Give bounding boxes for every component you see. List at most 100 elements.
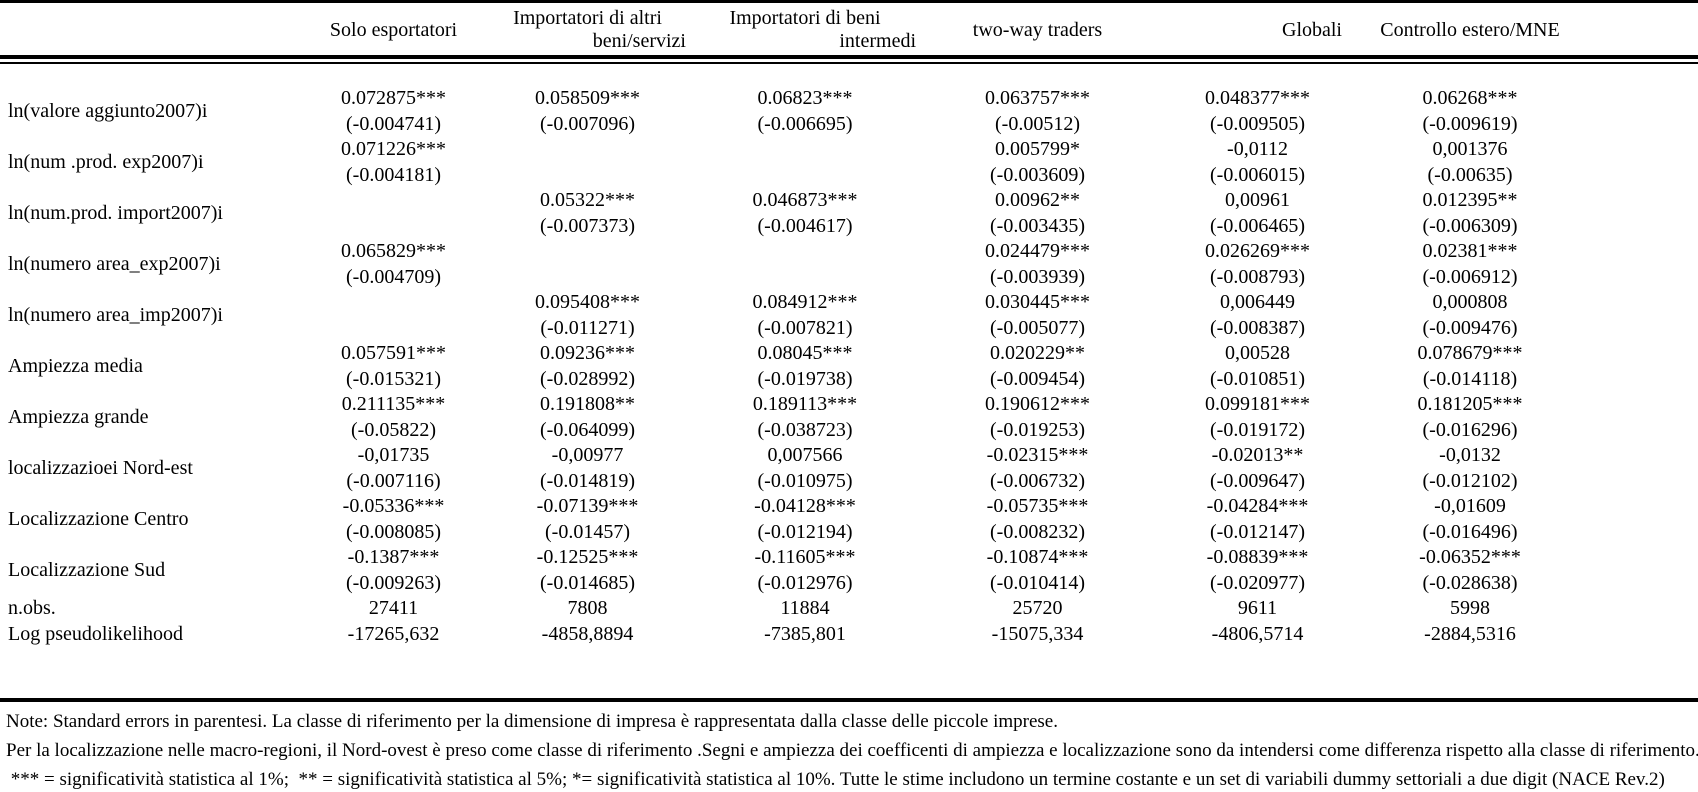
table-row: Localizzazione Sud -0.1387*** (-0.009263) -… [0, 545, 1698, 596]
standard-error-value: (-0.003435) [990, 214, 1085, 237]
coef-se-cell: 0.09236*** (-0.028992) [485, 341, 690, 392]
coef-se-cell [690, 239, 920, 290]
column-header-line: two-way traders [972, 18, 1103, 41]
standard-error-value: (-0.014819) [540, 469, 635, 492]
standard-error-value: (-0.019738) [757, 367, 853, 390]
row-label: ln(numero area_exp2007)i [8, 253, 221, 275]
coef-se-cell: -0.04284*** (-0.012147) [1155, 494, 1360, 545]
coef-se-cell: 0,006449 (-0.008387) [1155, 290, 1360, 341]
row-label: n.obs. [8, 597, 56, 620]
row-label: ln(num .prod. exp2007)i [8, 151, 204, 173]
table-row: Ampiezza media 0.057591*** (-0.015321) 0.09… [0, 341, 1698, 392]
coefficient-value: -0.1387*** [347, 546, 440, 568]
stat-value: 9611 [1237, 597, 1278, 619]
coefficient-value: 0.191808** [540, 393, 635, 415]
coefficient-value: 0.190612*** [985, 393, 1090, 415]
standard-error-value: (-0.006309) [1422, 214, 1518, 237]
standard-error-value: (-0.008793) [1210, 265, 1305, 288]
stat-value: -17265,632 [347, 622, 440, 645]
coefficient-value: 0.030445*** [985, 291, 1090, 313]
table-row: ln(valore aggiunto2007)i 0.072875*** (-0.0… [0, 86, 1698, 137]
note-line-3: *** = significatività statistica al 1%; … [6, 769, 1665, 790]
standard-error-value: (-0.028638) [1422, 571, 1518, 594]
standard-error-value: (-0.007096) [540, 112, 635, 135]
coef-se-cell: 0.065829*** (-0.004709) [302, 239, 485, 290]
standard-error-value: (-0.012194) [757, 520, 853, 543]
coefficient-value: 0.189113*** [752, 393, 858, 415]
row-label: Ampiezza media [8, 355, 143, 377]
standard-error-value: (-0.006695) [757, 112, 853, 135]
table-row: ln(numero area_exp2007)i 0.065829*** (-0.0… [0, 239, 1698, 290]
coef-se-cell: -0.12525*** (-0.014685) [485, 545, 690, 596]
standard-error-value: (-0.01457) [545, 520, 630, 543]
top-rule [0, 0, 1698, 3]
coef-se-cell: 0.030445*** (-0.005077) [920, 290, 1155, 341]
row-label: Log pseudolikelihood [8, 622, 183, 645]
coefficient-value: 0.211135*** [341, 393, 446, 415]
stat-value: -15075,334 [991, 622, 1084, 645]
coefficient-value: 0.09236*** [540, 342, 635, 364]
coefficient-value: -0.11605*** [754, 546, 856, 568]
stat-value: 7808 [567, 597, 608, 619]
header-double-rule [0, 55, 1698, 64]
coefficient-value: 0,001376 [1432, 138, 1508, 160]
coefficient-value: -0.10874*** [986, 546, 1089, 568]
coef-se-cell [485, 239, 690, 290]
note-line-1: Note: Standard errors in parentesi. La c… [6, 711, 1058, 732]
stat-value: 11884 [780, 597, 830, 619]
stat-value: -7385,801 [764, 622, 846, 645]
standard-error-value: (-0.016296) [1422, 418, 1518, 441]
coef-se-cell: -0.06352*** (-0.028638) [1360, 545, 1580, 596]
table-notes: Note: Standard errors in parentesi. La c… [0, 702, 1698, 792]
coefficient-value: 0.071226*** [341, 138, 446, 160]
table-header-row: Solo esportatori Importatori di altri beni… [0, 3, 1698, 55]
column-header-5: Globali [1155, 19, 1360, 42]
standard-error-value: (-0.05822) [351, 418, 436, 441]
coefficient-value: 0.06823*** [757, 87, 853, 109]
row-label: ln(valore aggiunto2007)i [8, 100, 208, 122]
row-label: localizzazioei Nord-est [8, 457, 193, 479]
coef-se-cell: 0.058509*** (-0.007096) [485, 86, 690, 137]
standard-error-value: (-0.019253) [990, 418, 1085, 441]
coef-se-cell [302, 188, 485, 239]
stat-value: -2884,5316 [1424, 622, 1516, 645]
coefficient-value: 0.084912*** [752, 291, 858, 313]
coefficient-value: -0,00977 [551, 444, 624, 466]
column-header-2: Importatori di altri beni/servizi [485, 7, 690, 53]
standard-error-value [690, 265, 920, 291]
stat-value: -4858,8894 [541, 622, 634, 645]
coefficient-value: -0.07139*** [536, 495, 639, 517]
standard-error-value [485, 265, 690, 291]
coefficient-value: -0.02315*** [986, 444, 1089, 466]
coefficient-value: -0,0132 [1439, 444, 1501, 466]
standard-error-value: (-0.012102) [1422, 469, 1518, 492]
coef-se-cell: 0.046873*** (-0.004617) [690, 188, 920, 239]
coefficient-value: 0.02381*** [1422, 240, 1518, 262]
column-header-6: Controllo estero/MNE [1360, 19, 1580, 42]
coef-se-cell: -0,00977 (-0.014819) [485, 443, 690, 494]
standard-error-value: (-0.005077) [990, 316, 1085, 339]
coefficient-value: 0.046873*** [752, 189, 858, 211]
standard-error-value: (-0.028992) [540, 367, 635, 390]
coefficient-value: 0,00528 [1225, 342, 1290, 364]
standard-error-value: (-0.012976) [757, 571, 853, 594]
coef-se-cell: 0,007566 (-0.010975) [690, 443, 920, 494]
coef-se-cell: 0,00528 (-0.010851) [1155, 341, 1360, 392]
standard-error-value: (-0.004617) [757, 214, 853, 237]
coef-se-cell: -0,0132 (-0.012102) [1360, 443, 1580, 494]
coefficient-value: 0.06268*** [1422, 87, 1518, 109]
coefficient-value: 0.072875*** [341, 87, 446, 109]
coef-se-cell: -0.05735*** (-0.008232) [920, 494, 1155, 545]
standard-error-value: (-0.009647) [1210, 469, 1305, 492]
coef-se-cell: 0.06823*** (-0.006695) [690, 86, 920, 137]
stat-value: -4806,5714 [1211, 622, 1304, 645]
standard-error-value [302, 316, 485, 342]
standard-error-value: (-0.015321) [346, 367, 441, 390]
column-header-1: Solo esportatori [302, 19, 485, 42]
standard-error-value: (-0.009263) [346, 571, 441, 594]
column-header-line: Importatori di altri [513, 7, 662, 29]
coefficient-value: 0.048377*** [1205, 87, 1310, 109]
table-row: ln(num.prod. import2007)i 0.05322*** (-0.0… [0, 188, 1698, 239]
coefficient-value: 0.08045*** [757, 342, 853, 364]
standard-error-value: (-0.007116) [346, 469, 441, 492]
